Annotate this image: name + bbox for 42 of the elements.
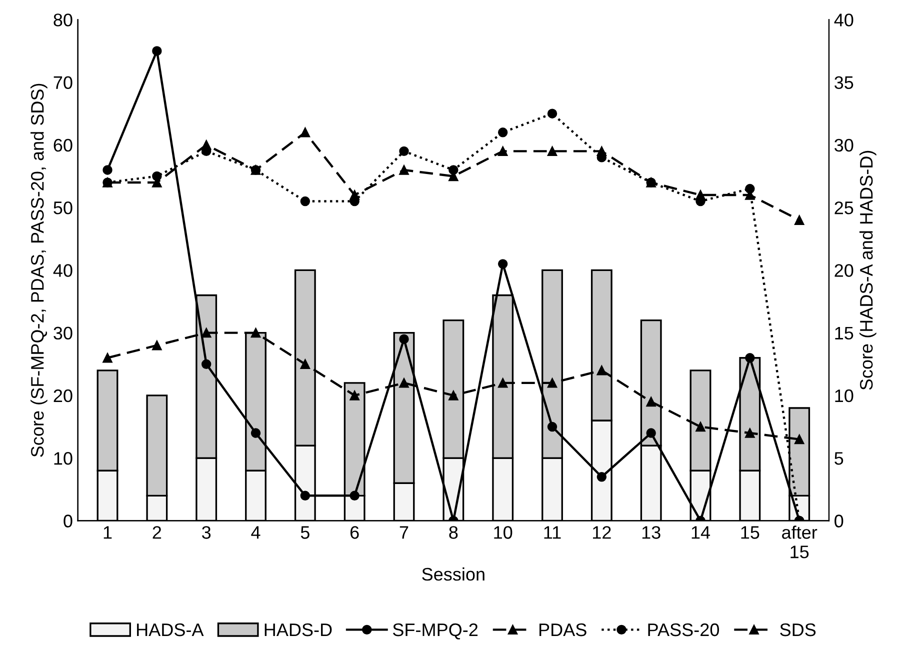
y2-tick-label: 25	[834, 201, 854, 214]
legend-label: HADS-A	[137, 623, 204, 636]
legend-label: SF-MPQ-2	[392, 623, 478, 640]
x-tick-label: 10	[494, 526, 512, 539]
y-tick-label: 10	[54, 452, 72, 465]
x-tick-label: after 15	[782, 526, 818, 558]
x-tick-label: 14	[692, 526, 710, 539]
y2-tick-label: 5	[834, 452, 844, 465]
y-tick-label: 20	[54, 389, 72, 402]
x-tick-label: 7	[400, 526, 408, 539]
x-tick-label: 5	[300, 526, 310, 539]
legend-label: HADS-D	[264, 623, 332, 636]
y2-tick-label: 30	[834, 138, 854, 152]
y-tick-label: 40	[53, 264, 72, 277]
y-tick-label: 50	[54, 201, 72, 214]
x-tick-label: 4	[251, 526, 260, 539]
y2-tick-label: 20	[834, 264, 854, 277]
y2-tick-label: 40	[834, 14, 854, 26]
y-tick-label: 0	[64, 514, 72, 528]
x-tick-label: 8	[449, 526, 458, 539]
y-tick-label: 70	[54, 76, 72, 90]
legend-label: PDAS	[539, 623, 586, 636]
x-tick-label: 15	[741, 526, 760, 539]
x-tick-label: 11	[544, 526, 561, 539]
x-tick-label: 3	[202, 526, 211, 539]
legend-label: SDS	[780, 623, 816, 636]
x-tick-label: 2	[152, 526, 162, 539]
y2-tick-label: 15	[835, 326, 854, 340]
y2-tick-label: 10	[835, 389, 854, 402]
y-tick-label: 80	[54, 14, 72, 26]
x-tick-label: 12	[593, 526, 611, 539]
y-tick-label: 60	[54, 138, 72, 152]
y2-tick-label: 0	[834, 514, 844, 528]
y-axis-title: Score (SF-MPQ-2, PDAS, PASS-20, and SDS)	[30, 84, 48, 457]
x-tick-label: 1	[104, 526, 112, 539]
x-axis-title: Session	[422, 567, 484, 581]
x-tick-label: 6	[350, 526, 359, 539]
y2-tick-label: 35	[834, 76, 854, 90]
y-tick-label: 30	[54, 326, 72, 340]
y2-axis-title: Score (HADS-A and HADS-D)	[859, 150, 876, 390]
legend-label: PASS-20	[648, 623, 719, 636]
x-tick-label: 13	[642, 526, 660, 539]
